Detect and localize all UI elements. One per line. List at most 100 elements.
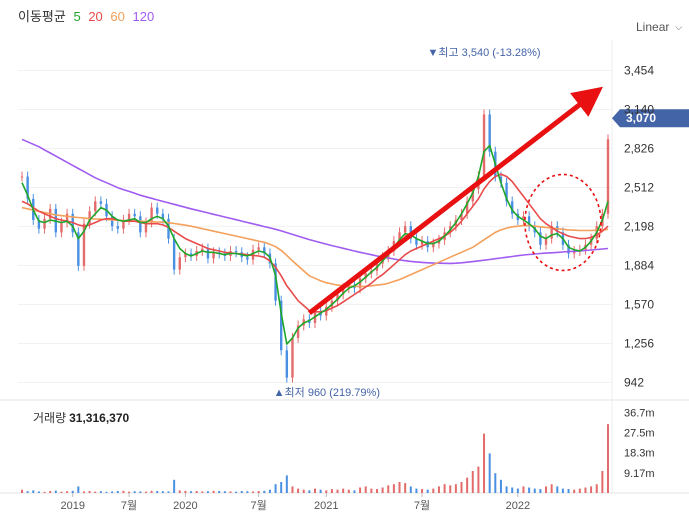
price-candle [527, 216, 531, 227]
price-candle [156, 207, 159, 214]
price-candle [274, 263, 277, 301]
legend-item-ma60[interactable]: 60 [110, 9, 125, 24]
price-candle [544, 238, 548, 245]
volume-bar [302, 489, 305, 493]
volume-bar [528, 487, 531, 493]
volume-bar [212, 490, 215, 493]
volume-bar [43, 491, 46, 493]
volume-bar [26, 491, 29, 493]
volume-bar [483, 433, 486, 493]
x-tick-label: 2022 [506, 500, 530, 512]
price-candle [420, 241, 424, 245]
volume-bar [82, 491, 85, 493]
volume-bar [398, 482, 401, 493]
volume-bar [573, 489, 576, 493]
volume-bar [584, 487, 587, 493]
price-candle [296, 325, 300, 338]
volume-bar [443, 484, 446, 493]
volume-bar [99, 491, 102, 493]
price-candle [511, 201, 514, 214]
volume-bar [533, 488, 536, 493]
volume-bar [88, 491, 91, 493]
volume-bar [432, 488, 435, 493]
volume-bar [505, 486, 508, 493]
volume-bar [477, 466, 480, 493]
price-candle [172, 238, 176, 270]
volume-bar [133, 491, 136, 493]
volume-bar [319, 489, 322, 493]
price-candle [358, 278, 362, 289]
volume-bar [314, 488, 316, 493]
volume-bar [347, 489, 350, 493]
volume-bar [607, 424, 609, 493]
current-value-label: 3,070 [626, 111, 656, 125]
volume-bar [116, 491, 119, 493]
price-candle [291, 337, 294, 378]
price-candle [471, 188, 474, 202]
price-candle [522, 216, 525, 220]
price-candle [505, 182, 508, 202]
price-candle [77, 232, 80, 266]
legend-item-ma20[interactable]: 20 [88, 9, 103, 24]
price-candle [263, 247, 266, 254]
y-tick-label: 2,826 [624, 141, 654, 155]
volume-bar [178, 490, 181, 493]
price-candle [415, 238, 418, 245]
volume-bar [550, 484, 553, 493]
volume-bar [297, 488, 300, 493]
volume-bar [415, 488, 418, 493]
price-candle [94, 201, 97, 212]
price-candle [201, 248, 204, 252]
volume-bar [184, 490, 187, 493]
volume-bar [190, 491, 193, 493]
volume-bar [488, 453, 491, 493]
price-candle [482, 114, 486, 177]
price-candle [234, 251, 238, 253]
y-tick-label: 1,884 [624, 258, 654, 272]
volume-bar [122, 490, 125, 493]
volume-bar [223, 491, 226, 493]
volume-bar [37, 491, 40, 493]
price-candle [20, 176, 24, 178]
price-candle [285, 350, 289, 378]
volume-bar [77, 486, 80, 493]
price-candle [336, 294, 339, 301]
y-tick-label: 942 [624, 375, 644, 389]
price-candle [460, 213, 463, 220]
x-tick-label: 7월 [414, 499, 430, 512]
volume-label: 거래량 [33, 411, 67, 425]
x-tick-label: 7월 [121, 499, 137, 512]
volume-bar [499, 479, 502, 493]
price-candle [341, 288, 345, 295]
legend-item-ma5[interactable]: 5 [73, 9, 81, 24]
price-candle [82, 223, 86, 266]
volume-bar [578, 488, 581, 493]
volume-bar [539, 489, 542, 493]
volume-bar [274, 484, 277, 493]
scale-dropdown[interactable]: Linear ⌵ [636, 20, 682, 34]
volume-bar [308, 490, 311, 493]
price-candle [99, 201, 103, 204]
volume-bar [330, 489, 333, 493]
price-candle [567, 244, 570, 254]
x-tick-label: 2019 [60, 500, 84, 512]
volume-bar [353, 490, 356, 493]
price-candle [139, 216, 142, 233]
moving-average-legend: 이동평균 5 20 60 120 [18, 6, 158, 25]
volume-bar [460, 482, 463, 493]
legend-item-ma120[interactable]: 120 [132, 9, 155, 24]
price-candle [184, 253, 187, 258]
current-value-badge [612, 109, 689, 128]
price-candle [499, 176, 503, 183]
volume-bar [161, 491, 164, 493]
price-candle [122, 219, 125, 229]
price-candle [161, 213, 165, 219]
volume-bar [285, 475, 288, 493]
volume-bar [561, 488, 564, 493]
volume-bar [235, 491, 238, 493]
price-candle [403, 226, 407, 233]
volume-bar [156, 491, 159, 493]
price-candle [37, 219, 41, 229]
volume-bar [511, 487, 514, 493]
